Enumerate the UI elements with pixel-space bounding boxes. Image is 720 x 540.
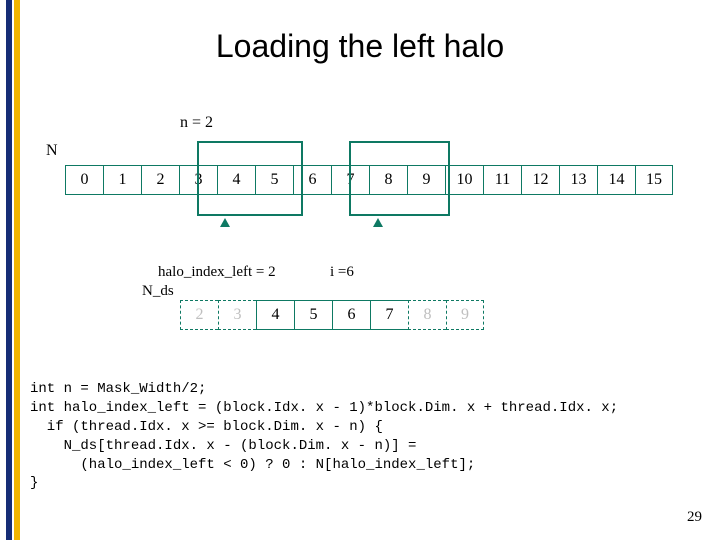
array-N-ds-cell: 9 bbox=[446, 300, 484, 330]
array-N-label: N bbox=[46, 142, 58, 160]
array-N-cell: 8 bbox=[369, 165, 407, 195]
array-N-ds-cell: 6 bbox=[332, 300, 370, 330]
array-N-ds-cell: 3 bbox=[218, 300, 256, 330]
array-N-ds-cell: 2 bbox=[180, 300, 218, 330]
array-N-cell: 5 bbox=[255, 165, 293, 195]
array-N-ds-row: 23456789 bbox=[180, 300, 484, 330]
annot-N-ds-label: N_ds bbox=[142, 283, 174, 300]
array-N-cell: 1 bbox=[103, 165, 141, 195]
array-N-cell: 9 bbox=[407, 165, 445, 195]
array-N-cell: 6 bbox=[293, 165, 331, 195]
page-number: 29 bbox=[687, 509, 702, 526]
code-block: int n = Mask_Width/2; int halo_index_lef… bbox=[30, 380, 618, 493]
array-N-ds-cell: 5 bbox=[294, 300, 332, 330]
annot-i: i =6 bbox=[330, 264, 354, 281]
array-N-cell: 14 bbox=[597, 165, 635, 195]
array-N-cell: 13 bbox=[559, 165, 597, 195]
array-N-cell: 15 bbox=[635, 165, 673, 195]
annot-halo-index-left: halo_index_left = 2 bbox=[158, 264, 276, 281]
array-N-cell: 0 bbox=[65, 165, 103, 195]
n-label: n = 2 bbox=[180, 114, 213, 132]
array-N-cell: 12 bbox=[521, 165, 559, 195]
array-N-row: 0123456789101112131415 bbox=[65, 165, 673, 195]
accent-bar-yellow bbox=[14, 0, 20, 540]
array-N-cell: 3 bbox=[179, 165, 217, 195]
array-N-ds-cell: 7 bbox=[370, 300, 408, 330]
array-N-ds-cell: 8 bbox=[408, 300, 446, 330]
array-N-cell: 10 bbox=[445, 165, 483, 195]
array-N-cell: 4 bbox=[217, 165, 255, 195]
array-N-cell: 7 bbox=[331, 165, 369, 195]
array-N-cell: 11 bbox=[483, 165, 521, 195]
array-N-ds-cell: 4 bbox=[256, 300, 294, 330]
accent-bar-blue bbox=[6, 0, 12, 540]
page-title: Loading the left halo bbox=[0, 28, 720, 65]
array-N-cell: 2 bbox=[141, 165, 179, 195]
